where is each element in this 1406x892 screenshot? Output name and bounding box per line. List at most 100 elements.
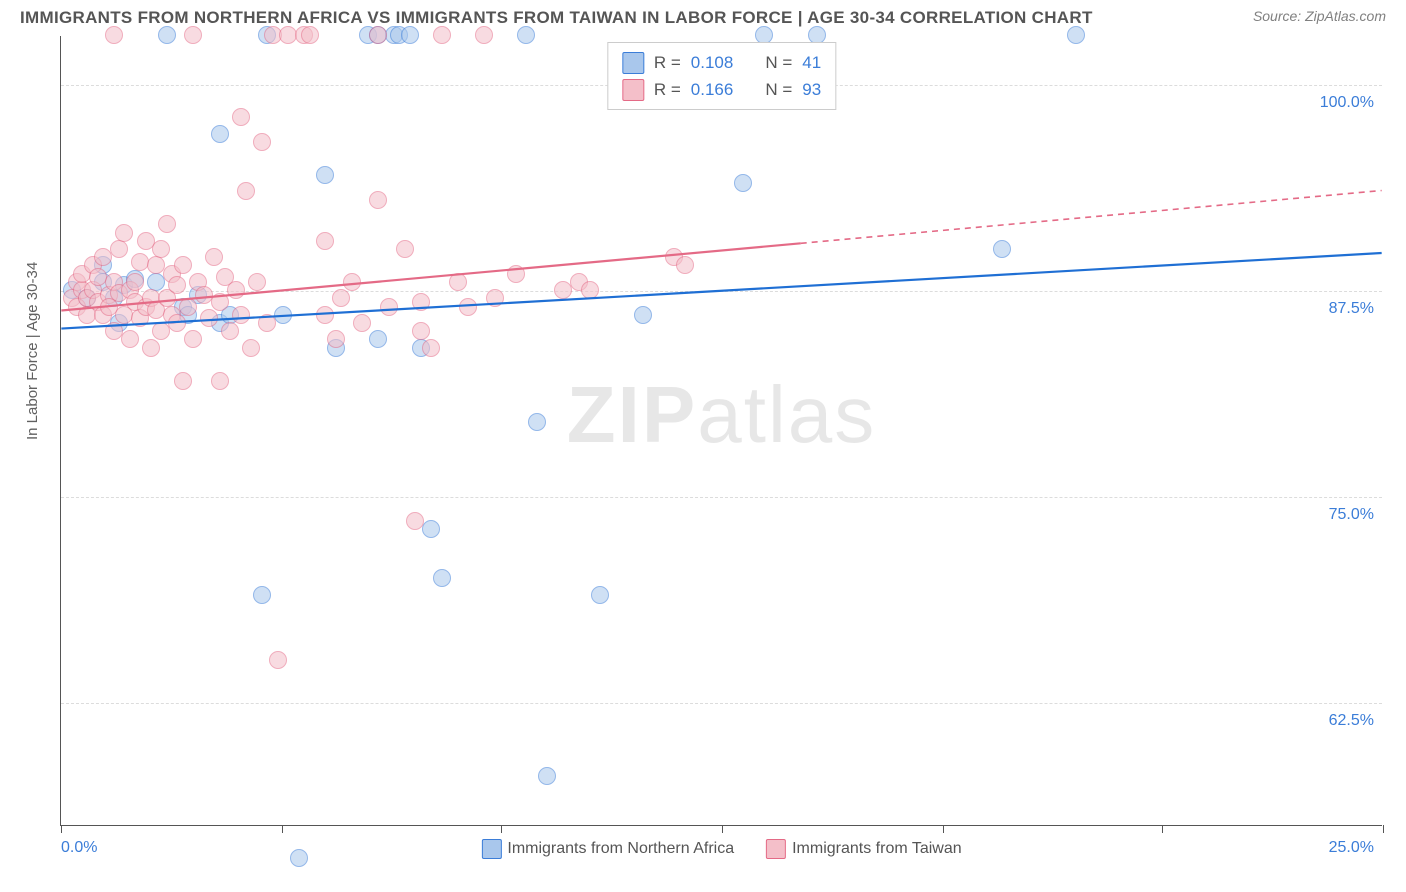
source-attribution: Source: ZipAtlas.com	[1253, 8, 1386, 24]
scatter-point	[126, 273, 144, 291]
scatter-point	[412, 322, 430, 340]
scatter-point	[184, 26, 202, 44]
trend-line-extrapolated	[801, 191, 1382, 244]
legend-label: Immigrants from Northern Africa	[507, 840, 734, 858]
scatter-point	[591, 586, 609, 604]
y-tick-label: 75.0%	[1329, 506, 1374, 524]
scatter-point	[248, 273, 266, 291]
scatter-point	[253, 586, 271, 604]
stats-n-value: 41	[802, 49, 821, 76]
legend-swatch	[766, 839, 786, 859]
scatter-point	[316, 166, 334, 184]
legend-item: Immigrants from Northern Africa	[481, 839, 734, 859]
scatter-point	[412, 293, 430, 311]
scatter-point	[459, 298, 477, 316]
scatter-point	[211, 125, 229, 143]
legend-swatch	[481, 839, 501, 859]
scatter-point	[396, 240, 414, 258]
stats-row: R =0.166N =93	[622, 76, 821, 103]
x-axis-min-label: 0.0%	[61, 839, 97, 857]
scatter-point	[1067, 26, 1085, 44]
scatter-point	[142, 339, 160, 357]
scatter-point	[676, 256, 694, 274]
scatter-point	[269, 651, 287, 669]
scatter-point	[433, 26, 451, 44]
scatter-point	[227, 281, 245, 299]
scatter-point	[422, 520, 440, 538]
gridline	[61, 703, 1382, 704]
scatter-point	[158, 215, 176, 233]
scatter-point	[369, 26, 387, 44]
gridline	[61, 497, 1382, 498]
scatter-point	[486, 289, 504, 307]
stats-n-label: N =	[765, 49, 792, 76]
scatter-point	[232, 306, 250, 324]
scatter-point	[232, 108, 250, 126]
series-legend: Immigrants from Northern Africa Immigrant…	[481, 839, 961, 859]
x-tick	[501, 825, 502, 833]
title-bar: IMMIGRANTS FROM NORTHERN AFRICA VS IMMIG…	[0, 0, 1406, 32]
x-axis-max-label: 25.0%	[1329, 839, 1374, 857]
scatter-point	[369, 330, 387, 348]
stats-n-label: N =	[765, 76, 792, 103]
y-axis-label: In Labor Force | Age 30-34	[24, 262, 41, 440]
scatter-point	[121, 330, 139, 348]
scatter-point	[290, 849, 308, 867]
y-tick-label: 100.0%	[1320, 94, 1374, 112]
x-tick	[61, 825, 62, 833]
scatter-point	[158, 26, 176, 44]
x-tick	[1162, 825, 1163, 833]
scatter-point	[115, 224, 133, 242]
scatter-point	[369, 191, 387, 209]
scatter-point	[406, 512, 424, 530]
scatter-point	[205, 248, 223, 266]
scatter-point	[332, 289, 350, 307]
chart-plot-area: ZIPatlas R =0.108N =41R =0.166N =93 0.0%…	[60, 36, 1382, 826]
x-tick	[282, 825, 283, 833]
scatter-point	[242, 339, 260, 357]
scatter-point	[174, 256, 192, 274]
x-tick	[722, 825, 723, 833]
scatter-point	[517, 26, 535, 44]
scatter-point	[237, 182, 255, 200]
x-tick	[943, 825, 944, 833]
scatter-point	[475, 26, 493, 44]
stats-r-label: R =	[654, 76, 681, 103]
y-tick-label: 87.5%	[1329, 300, 1374, 318]
scatter-point	[581, 281, 599, 299]
source-link[interactable]: ZipAtlas.com	[1305, 8, 1386, 24]
scatter-point	[301, 26, 319, 44]
scatter-point	[734, 174, 752, 192]
scatter-point	[174, 372, 192, 390]
scatter-point	[449, 273, 467, 291]
legend-label: Immigrants from Taiwan	[792, 840, 962, 858]
scatter-point	[353, 314, 371, 332]
scatter-point	[380, 298, 398, 316]
scatter-point	[343, 273, 361, 291]
scatter-point	[221, 322, 239, 340]
scatter-point	[152, 240, 170, 258]
scatter-point	[211, 293, 229, 311]
scatter-point	[200, 309, 218, 327]
stats-row: R =0.108N =41	[622, 49, 821, 76]
scatter-point	[433, 569, 451, 587]
scatter-point	[253, 133, 271, 151]
scatter-point	[528, 413, 546, 431]
stats-swatch	[622, 52, 644, 74]
scatter-point	[168, 314, 186, 332]
legend-item: Immigrants from Taiwan	[766, 839, 962, 859]
scatter-point	[211, 372, 229, 390]
scatter-point	[401, 26, 419, 44]
scatter-point	[993, 240, 1011, 258]
scatter-point	[634, 306, 652, 324]
stats-r-value: 0.166	[691, 76, 734, 103]
scatter-point	[316, 232, 334, 250]
watermark: ZIPatlas	[567, 369, 876, 461]
scatter-point	[184, 330, 202, 348]
x-tick	[1383, 825, 1384, 833]
scatter-point	[105, 26, 123, 44]
scatter-point	[507, 265, 525, 283]
trend-lines-layer	[61, 36, 1382, 825]
correlation-stats-box: R =0.108N =41R =0.166N =93	[607, 42, 836, 110]
chart-title: IMMIGRANTS FROM NORTHERN AFRICA VS IMMIG…	[20, 8, 1093, 28]
